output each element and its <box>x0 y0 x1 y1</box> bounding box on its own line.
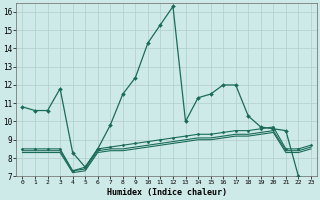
X-axis label: Humidex (Indice chaleur): Humidex (Indice chaleur) <box>107 188 227 197</box>
